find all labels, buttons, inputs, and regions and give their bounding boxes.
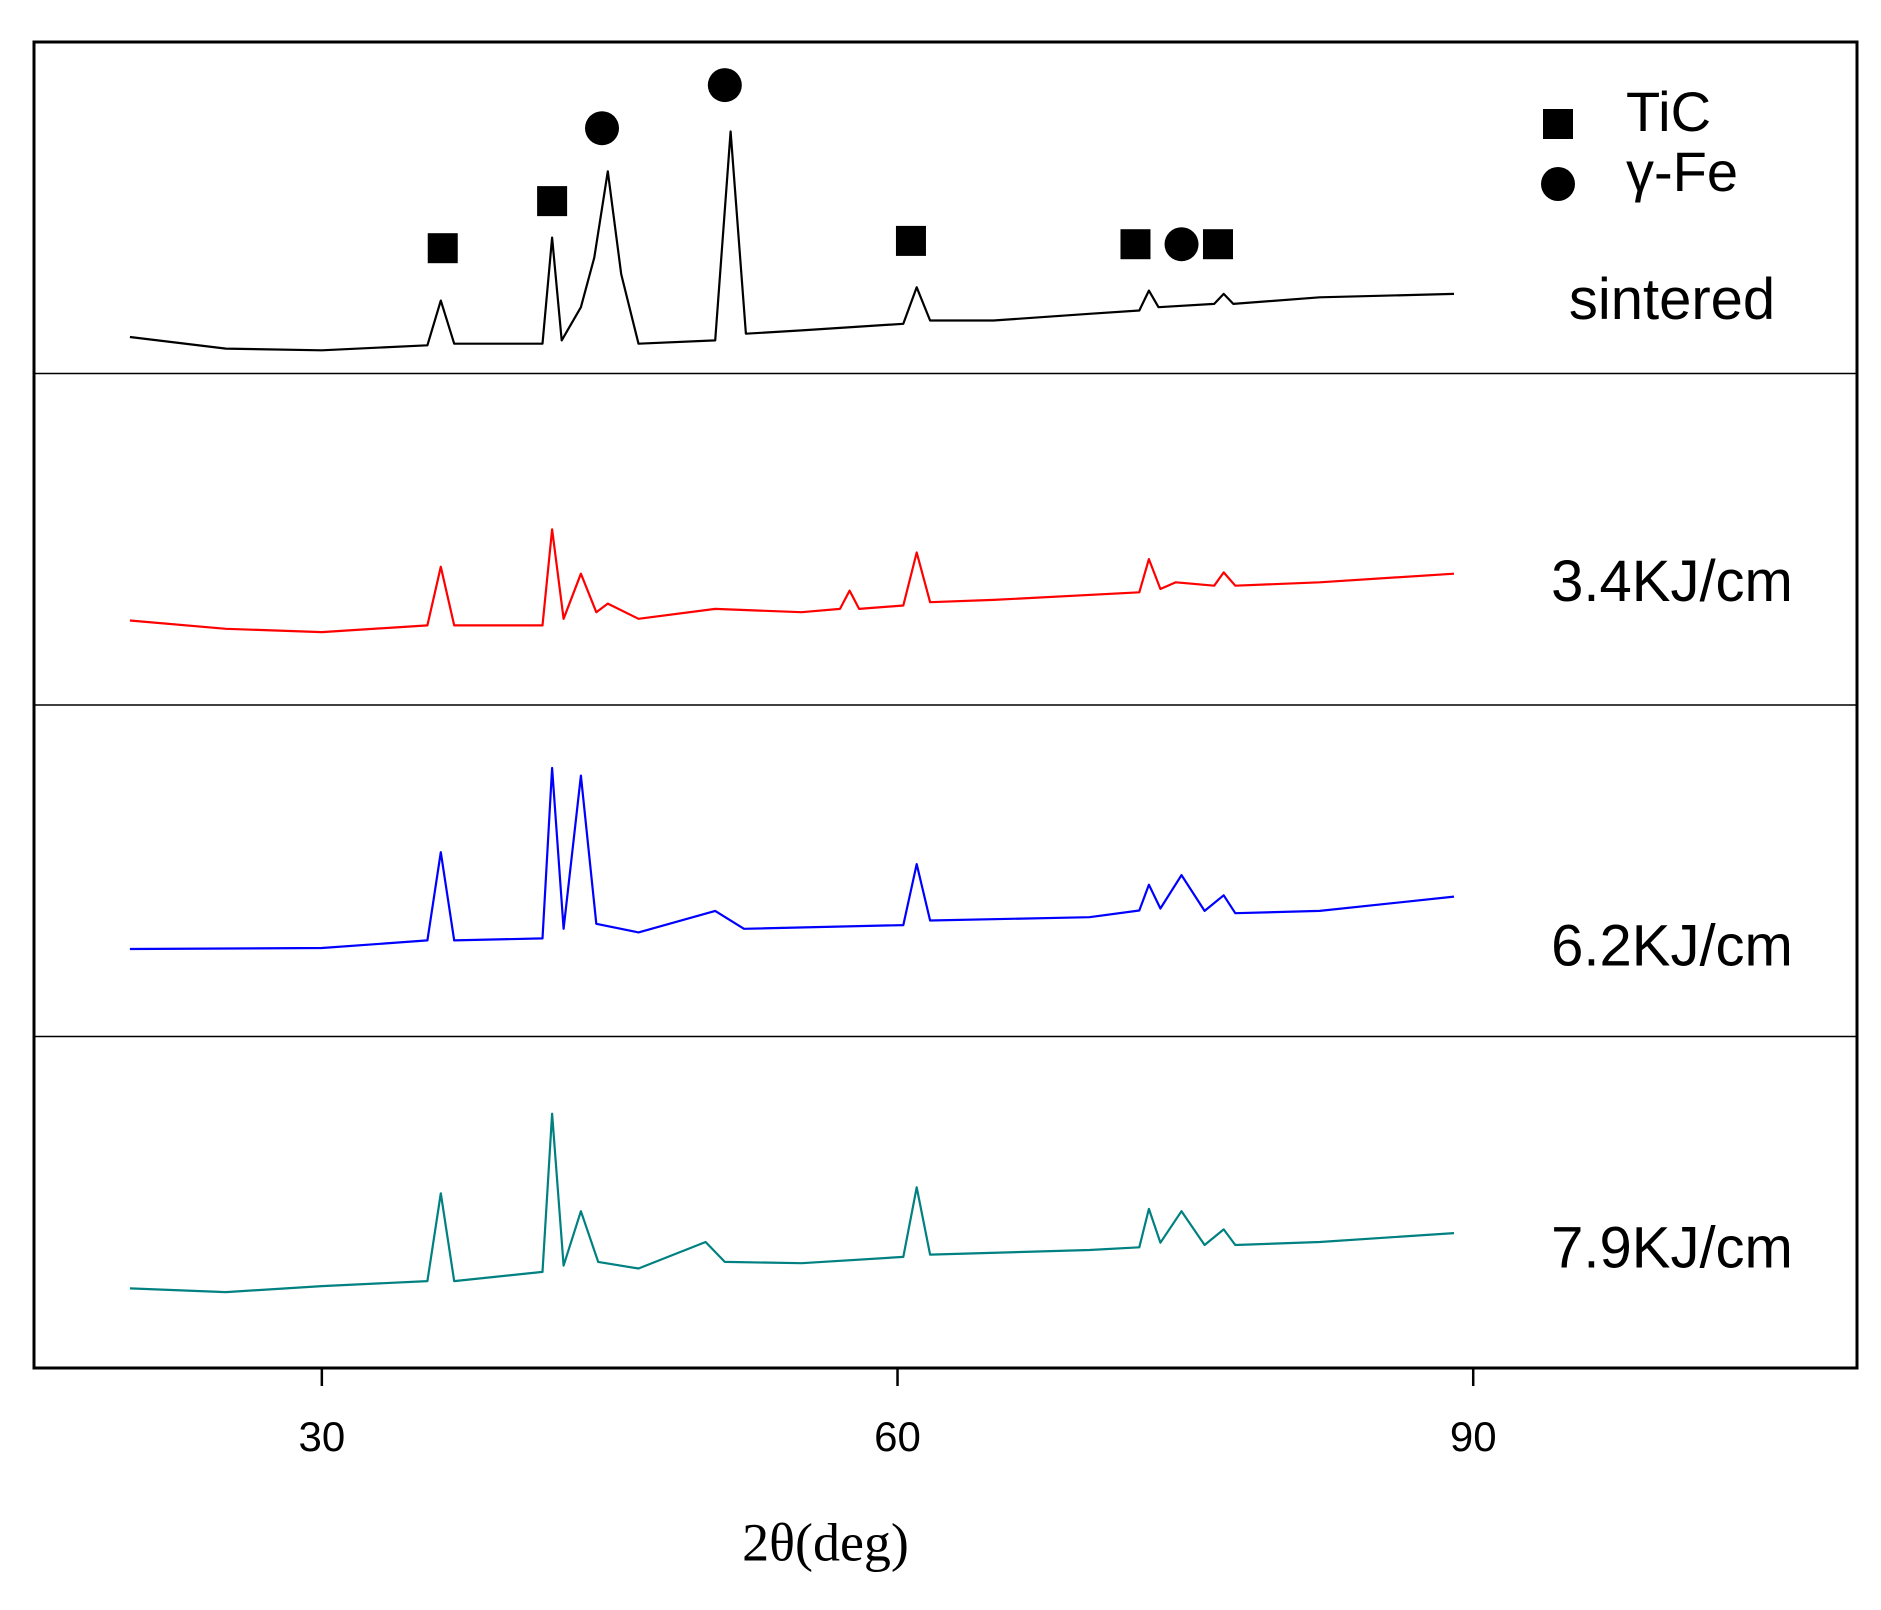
phase-marker [1202, 229, 1233, 260]
phase-marker [895, 225, 926, 256]
phase-marker [537, 186, 568, 217]
pattern-label: 3.4KJ/cm [1551, 549, 1793, 614]
phase-marker [427, 233, 458, 264]
xrd-pattern [129, 130, 1455, 352]
phase-marker [1164, 227, 1199, 262]
xrd-pattern [129, 1112, 1455, 1294]
legend-label: TiC [1626, 80, 1711, 143]
legend-symbol [1541, 167, 1575, 201]
phase-marker [1120, 229, 1151, 260]
legend-label: γ-Fe [1626, 140, 1738, 203]
pattern-label: sintered [1569, 267, 1775, 332]
xrd-pattern [129, 766, 1455, 951]
x-tick-label: 30 [298, 1413, 345, 1460]
x-axis-label: 2θ(deg) [742, 1512, 909, 1572]
pattern-label: 6.2KJ/cm [1551, 914, 1793, 979]
phase-marker [707, 68, 742, 103]
pattern-label: 7.9KJ/cm [1551, 1215, 1793, 1280]
x-tick-label: 60 [874, 1413, 921, 1460]
x-tick-label: 90 [1450, 1413, 1497, 1460]
phase-marker [585, 111, 620, 146]
xrd-pattern [129, 528, 1455, 634]
legend-symbol [1543, 109, 1573, 139]
plot-frame [32, 40, 1859, 1370]
